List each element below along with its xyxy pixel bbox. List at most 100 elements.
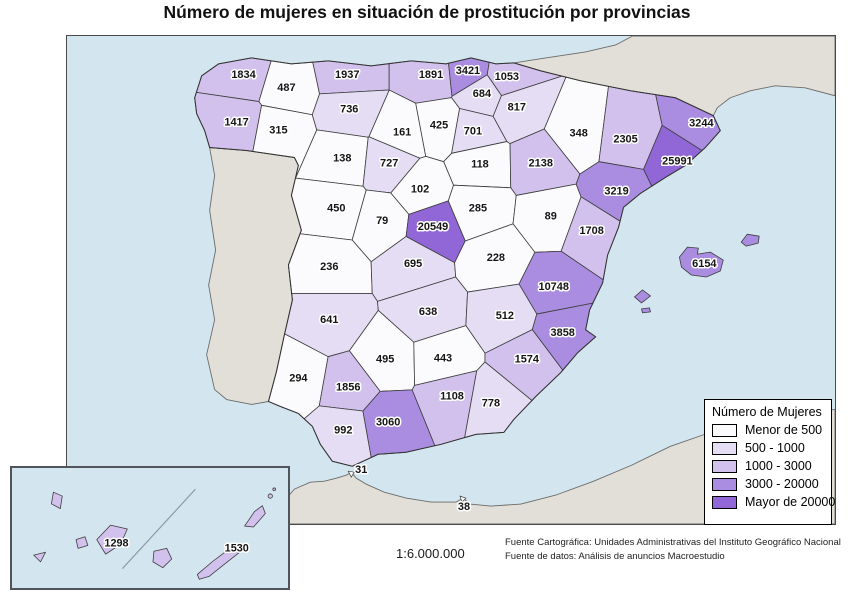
canary-inset: 1298 1530	[10, 466, 290, 590]
value-label: 495	[376, 354, 394, 366]
value-label: 1708	[579, 225, 603, 237]
value-label: 315	[269, 125, 287, 137]
map-title: Número de mujeres en situación de prosti…	[163, 2, 691, 22]
value-label: 638	[419, 306, 437, 318]
province-regions	[194, 57, 721, 467]
legend-label: 500 - 1000	[745, 441, 805, 455]
value-label: 138	[333, 153, 351, 165]
value-label: 1834	[231, 69, 256, 81]
legend-item: 500 - 1000	[712, 441, 825, 455]
value-label: 641	[320, 314, 338, 326]
value-label: 1417	[224, 117, 248, 129]
island-ibiza	[634, 289, 651, 304]
source-notes: Fuente Cartográfica: Unidades Administra…	[505, 536, 841, 564]
balearic-islands	[634, 233, 760, 314]
legend-item: Menor de 500	[712, 423, 825, 437]
value-label: 1937	[335, 69, 359, 81]
value-label: 736	[340, 104, 358, 116]
value-label: 285	[469, 202, 487, 214]
value-label: 3244	[689, 118, 714, 130]
spain-outline	[194, 57, 721, 467]
value-label: 1298	[104, 538, 128, 550]
legend-label: 1000 - 3000	[745, 459, 812, 473]
legend-label: 3000 - 20000	[745, 477, 819, 491]
map-canvas: 1834 487 1417 315 1937 1891 3421 1053 684 817 736 1…	[66, 35, 836, 525]
value-label: 684	[473, 88, 492, 100]
inset-divider-line	[121, 488, 196, 570]
value-label: 236	[320, 261, 338, 273]
legend-swatch	[712, 441, 737, 455]
island-formentera	[641, 307, 651, 314]
value-label: 487	[277, 82, 295, 94]
island-el-hierro	[33, 551, 46, 563]
value-label: 695	[404, 258, 422, 270]
legend-label: Mayor de 20000	[745, 495, 836, 509]
value-label: 1891	[419, 69, 443, 81]
value-label: 228	[487, 252, 505, 264]
scale-label: 1:6.000.000	[396, 546, 465, 561]
legend-swatch	[712, 495, 737, 509]
island-tenerife	[96, 524, 128, 555]
canary-value-labels: 1298 1530	[103, 536, 250, 556]
value-label: 348	[570, 128, 588, 140]
melilla-territory	[459, 495, 467, 503]
legend-item: 3000 - 20000	[712, 477, 825, 491]
legend-item: 1000 - 3000	[712, 459, 825, 473]
legend-item: Mayor de 20000	[712, 495, 835, 509]
island-la-palma	[51, 491, 63, 510]
value-label: 450	[327, 202, 345, 214]
legend-swatch	[712, 459, 737, 473]
value-label: 2138	[529, 157, 553, 169]
island-lanzarote	[244, 505, 266, 528]
island-fuerteventura	[196, 544, 241, 580]
value-label: 443	[434, 353, 452, 365]
value-label: 294	[289, 373, 308, 385]
value-label: 2305	[613, 134, 637, 146]
value-label: 20549	[418, 221, 448, 233]
value-label: 1574	[515, 354, 540, 366]
value-label: 727	[380, 157, 398, 169]
value-label: 102	[411, 183, 429, 195]
source-line-1: Fuente Cartográfica: Unidades Administra…	[505, 537, 841, 548]
legend-title: Número de Mujeres	[712, 405, 822, 419]
canary-map: 1298 1530	[33, 487, 276, 580]
value-label: 38	[458, 501, 470, 513]
value-label: 118	[471, 158, 489, 170]
value-label: 3421	[456, 65, 480, 77]
value-label: 817	[508, 102, 526, 114]
value-label: 6154	[692, 258, 717, 270]
island-menorca	[740, 233, 760, 247]
value-label: 161	[393, 127, 411, 139]
value-label: 1856	[336, 382, 360, 394]
map-legend: Número de Mujeres Menor de 500 500 - 100…	[704, 399, 835, 525]
value-label: 778	[482, 397, 500, 409]
value-label: 425	[430, 120, 448, 132]
value-label: 1053	[495, 71, 519, 83]
value-label: 89	[545, 210, 557, 222]
value-label: 512	[496, 310, 514, 322]
value-label: 10748	[538, 281, 568, 293]
source-line-2: Fuente de datos: Análisis de anuncios Ma…	[505, 551, 725, 562]
island-la-graciosa	[267, 493, 273, 499]
value-label: 3060	[376, 416, 400, 428]
value-label: 25991	[662, 155, 692, 167]
island-gran-canaria	[152, 547, 173, 569]
value-label: 701	[464, 126, 482, 138]
value-label: 3858	[551, 327, 575, 339]
value-label: 1530	[225, 542, 249, 554]
legend-label: Menor de 500	[745, 423, 823, 437]
value-label: 3219	[604, 185, 628, 197]
island-alegranza	[272, 487, 276, 492]
legend-swatch	[712, 477, 737, 491]
value-label: 1108	[440, 391, 464, 403]
value-label: 31	[355, 464, 367, 476]
island-mallorca	[679, 246, 724, 278]
value-label: 79	[376, 215, 388, 227]
island-la-gomera	[75, 536, 89, 549]
legend-swatch	[712, 423, 737, 437]
value-label: 992	[334, 424, 352, 436]
ceuta-territory	[347, 470, 355, 478]
